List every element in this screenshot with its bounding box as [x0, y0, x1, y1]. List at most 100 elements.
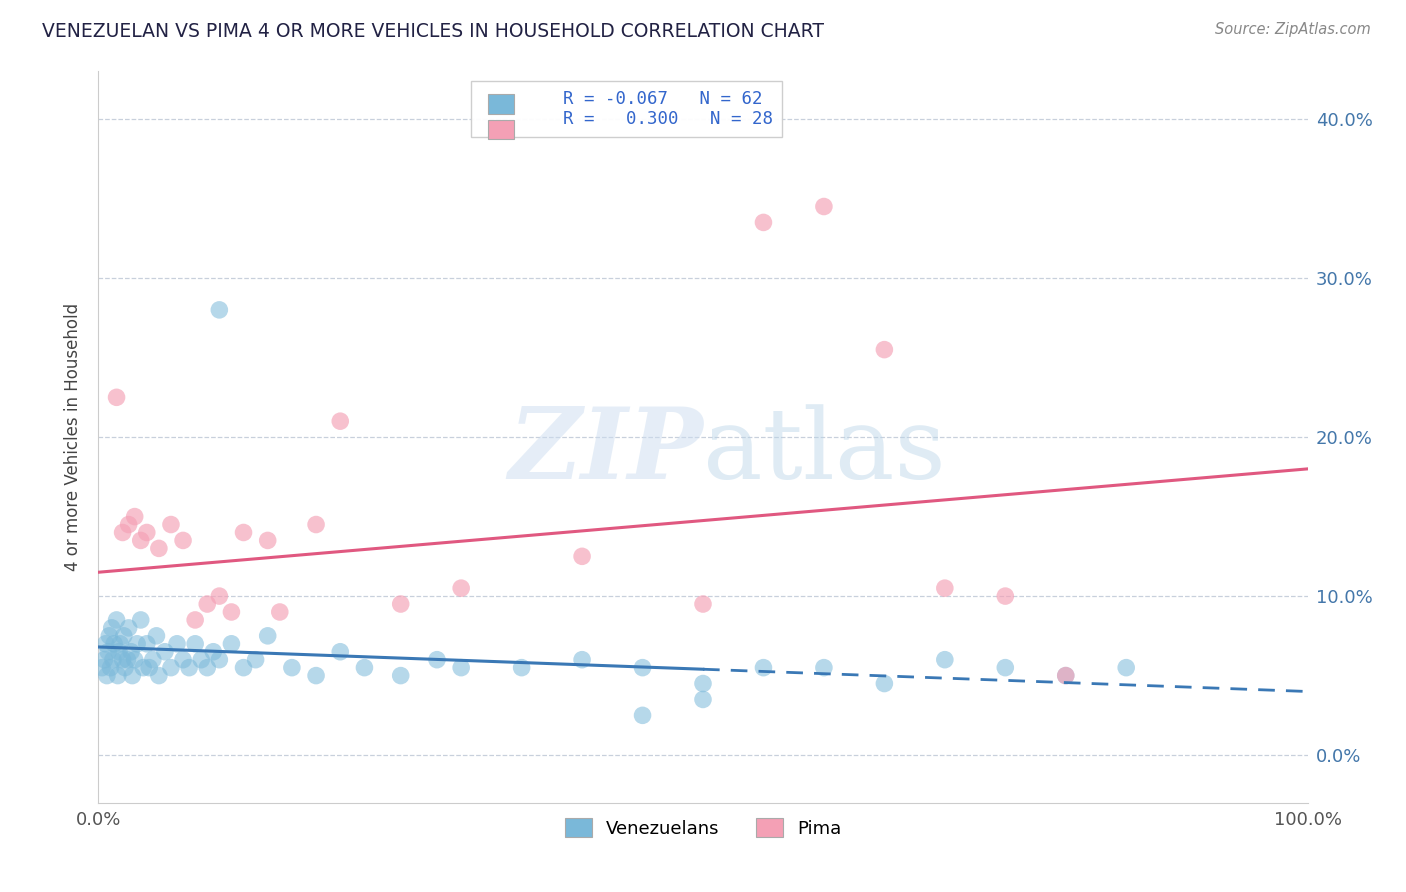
- Point: [281, 660, 304, 674]
- Point: [120, 645, 142, 659]
- Point: [96, 668, 118, 682]
- Point: [124, 653, 146, 667]
- Point: [135, 525, 157, 540]
- Point: [389, 668, 412, 682]
- Point: [121, 668, 143, 682]
- Point: [202, 645, 225, 659]
- Point: [114, 660, 136, 674]
- Point: [111, 653, 134, 667]
- Point: [692, 597, 714, 611]
- Point: [179, 660, 201, 674]
- Point: [934, 581, 956, 595]
- Point: [389, 597, 412, 611]
- Point: [127, 637, 149, 651]
- Point: [160, 660, 183, 674]
- Point: [994, 589, 1017, 603]
- Point: [510, 660, 533, 674]
- Point: [221, 605, 243, 619]
- Point: [100, 660, 122, 674]
- Point: [813, 660, 835, 674]
- Point: [934, 653, 956, 667]
- Point: [108, 645, 131, 659]
- Point: [145, 629, 167, 643]
- Point: [142, 653, 165, 667]
- Point: [571, 549, 593, 564]
- Point: [103, 637, 125, 651]
- Point: [752, 660, 775, 674]
- Point: [1054, 668, 1077, 682]
- Point: [91, 660, 114, 674]
- Text: R = -0.067   N = 62
        R =   0.300   N = 28: R = -0.067 N = 62 R = 0.300 N = 28: [479, 90, 773, 128]
- Point: [269, 605, 291, 619]
- Point: [107, 668, 129, 682]
- Point: [571, 653, 593, 667]
- Point: [232, 525, 254, 540]
- Point: [232, 660, 254, 674]
- Point: [692, 692, 714, 706]
- Point: [631, 708, 654, 723]
- Point: [1115, 660, 1137, 674]
- Point: [118, 517, 141, 532]
- Point: [129, 533, 152, 548]
- Point: [124, 509, 146, 524]
- Point: [101, 653, 124, 667]
- Point: [111, 525, 134, 540]
- Point: [752, 215, 775, 229]
- Y-axis label: 4 or more Vehicles in Household: 4 or more Vehicles in Household: [65, 303, 83, 571]
- Point: [166, 637, 188, 651]
- Point: [184, 637, 207, 651]
- Point: [93, 653, 115, 667]
- Point: [256, 533, 278, 548]
- Point: [245, 653, 267, 667]
- FancyBboxPatch shape: [488, 94, 515, 114]
- Text: Source: ZipAtlas.com: Source: ZipAtlas.com: [1215, 22, 1371, 37]
- Point: [108, 637, 131, 651]
- Point: [94, 637, 117, 651]
- Point: [256, 629, 278, 643]
- Point: [184, 613, 207, 627]
- Point: [160, 517, 183, 532]
- Point: [97, 645, 120, 659]
- Text: VENEZUELAN VS PIMA 4 OR MORE VEHICLES IN HOUSEHOLD CORRELATION CHART: VENEZUELAN VS PIMA 4 OR MORE VEHICLES IN…: [42, 22, 824, 41]
- Text: ZIP: ZIP: [508, 403, 703, 500]
- Point: [873, 343, 896, 357]
- Point: [450, 581, 472, 595]
- Point: [692, 676, 714, 690]
- Point: [153, 645, 176, 659]
- Point: [118, 621, 141, 635]
- Point: [329, 414, 352, 428]
- Point: [1054, 668, 1077, 682]
- Point: [105, 390, 128, 404]
- Point: [172, 653, 194, 667]
- FancyBboxPatch shape: [488, 120, 515, 139]
- Point: [105, 613, 128, 627]
- Point: [98, 629, 121, 643]
- Point: [221, 637, 243, 651]
- Point: [129, 613, 152, 627]
- Point: [994, 660, 1017, 674]
- Point: [208, 589, 231, 603]
- Text: atlas: atlas: [703, 404, 946, 500]
- Point: [353, 660, 375, 674]
- Point: [873, 676, 896, 690]
- Point: [172, 533, 194, 548]
- Point: [138, 660, 160, 674]
- Point: [148, 668, 170, 682]
- Point: [450, 660, 472, 674]
- Point: [100, 621, 122, 635]
- Point: [329, 645, 352, 659]
- Point: [631, 660, 654, 674]
- Legend: Venezuelans, Pima: Venezuelans, Pima: [557, 811, 849, 845]
- Point: [132, 660, 155, 674]
- Point: [426, 653, 449, 667]
- Point: [305, 517, 328, 532]
- Point: [208, 653, 231, 667]
- Point: [135, 637, 157, 651]
- Point: [195, 660, 218, 674]
- Point: [195, 597, 218, 611]
- Point: [813, 200, 835, 214]
- Point: [208, 302, 231, 317]
- Point: [117, 653, 139, 667]
- Point: [190, 653, 212, 667]
- Point: [112, 629, 135, 643]
